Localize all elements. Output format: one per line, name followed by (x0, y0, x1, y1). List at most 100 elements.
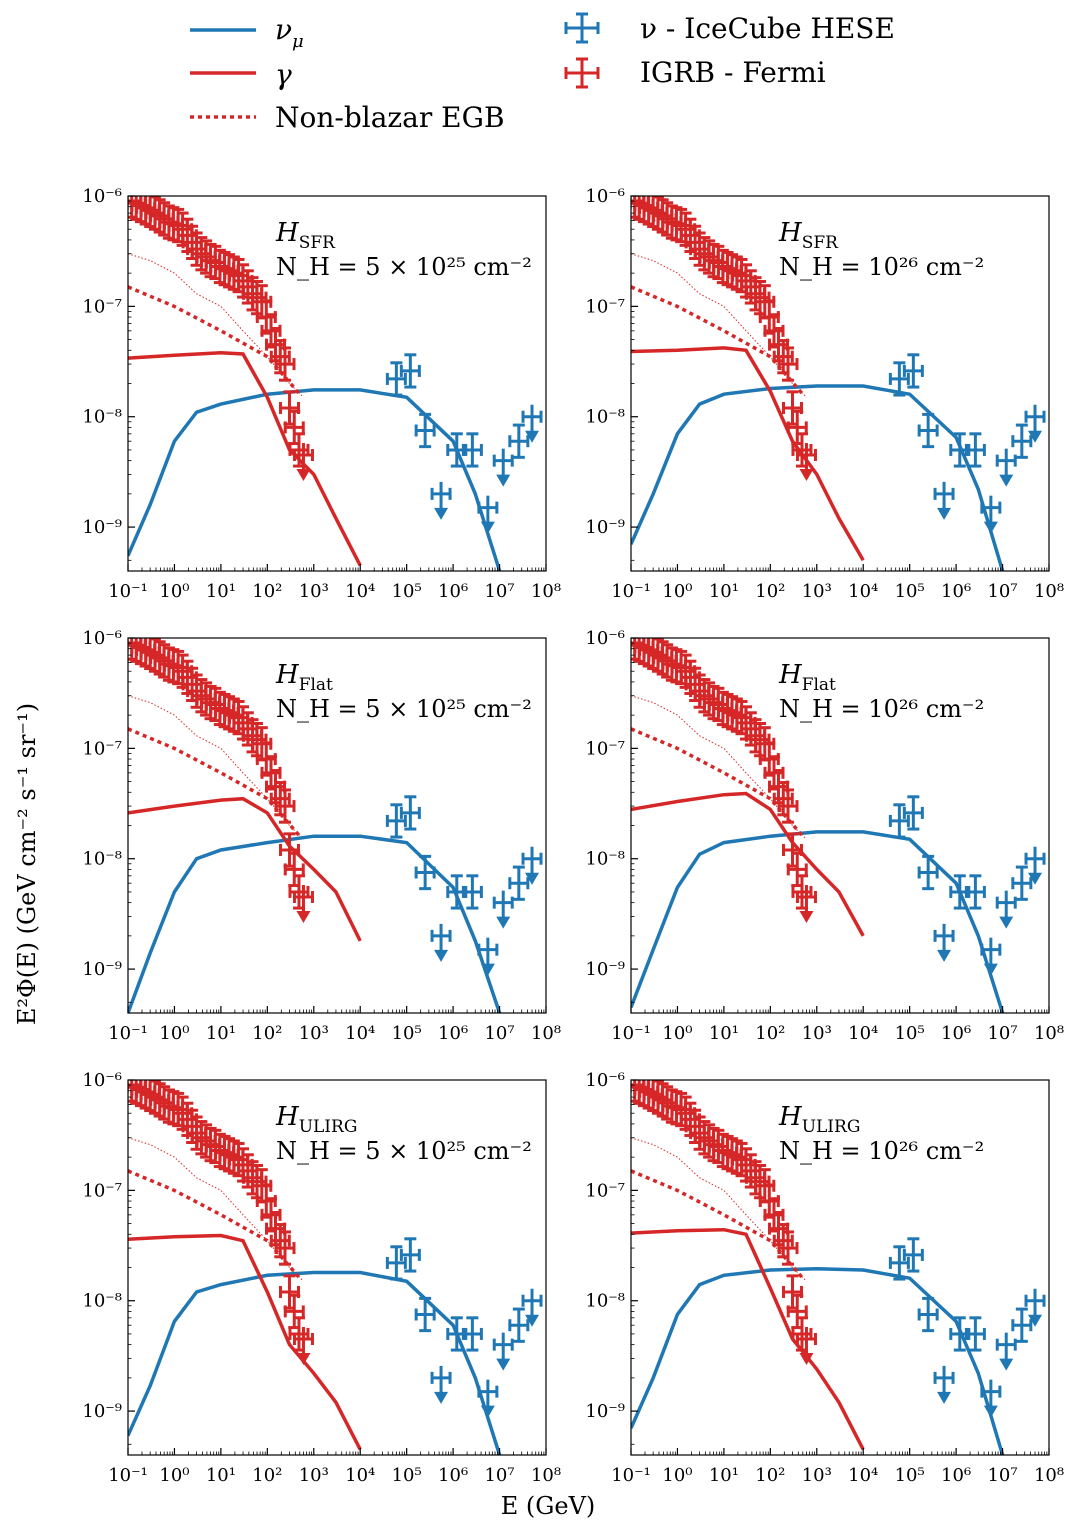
plot-area (631, 638, 1046, 1013)
hese-point (917, 854, 939, 891)
hese-point (385, 1245, 407, 1281)
y-tick-label: 10⁻⁷ (585, 296, 625, 317)
igrb-point (777, 346, 799, 382)
gamma-line (128, 1233, 362, 1451)
hese-point (902, 1237, 924, 1273)
y-tick-label: 10⁻⁹ (82, 517, 122, 538)
igrb-point (269, 1223, 291, 1259)
panel-model-label: HFlat (275, 660, 333, 695)
legend-marker-igrb (564, 57, 600, 89)
hese-point (492, 890, 514, 929)
hese-point (1011, 865, 1033, 901)
y-axis-label: E²Φ(E) (GeV cm⁻² s⁻¹ sr⁻¹) (13, 703, 41, 1025)
hese-point (888, 1245, 910, 1281)
x-tick-label: 10⁻¹ (108, 1023, 148, 1044)
igrb-point (283, 1293, 305, 1330)
x-tick-label: 10⁴ (848, 1023, 878, 1044)
y-tick-label: 10⁻⁶ (82, 1070, 122, 1091)
hese-point (1024, 404, 1046, 443)
chart-panel-1: 10⁻¹ 10⁰ 10¹ 10² 10³ 10⁴ 10⁵ 10⁶ 10⁷ 10⁸ 10⁻⁹ 10⁻⁸ 1… (82, 186, 561, 602)
hese-point (933, 481, 955, 520)
x-tick-label: 10⁷ (484, 1465, 514, 1486)
legend-marker-hese (564, 12, 600, 44)
igrb-point (758, 299, 780, 335)
y-tick-label: 10⁻⁸ (82, 849, 122, 870)
igrb-point (786, 851, 808, 888)
igrb-point (795, 1326, 817, 1365)
igrb-point (791, 874, 813, 910)
igrb-point (260, 1197, 282, 1233)
x-tick-label: 10³ (299, 1465, 329, 1486)
hese-point (521, 1288, 543, 1327)
panels: 10⁻¹ 10⁰ 10¹ 10² 10³ 10⁴ 10⁵ 10⁶ 10⁷ 10⁸ 10⁻⁹ 10⁻⁸ 1… (82, 186, 1064, 1486)
panel-model-label: HSFR (778, 218, 839, 253)
hese-point (461, 1316, 483, 1352)
plot-area (128, 1080, 543, 1455)
hese-point (917, 1296, 939, 1333)
panel-nh-label: N_H = 5 × 10²⁵ cm⁻² (276, 253, 532, 281)
hese-point (508, 423, 530, 459)
x-tick-label: 10⁻¹ (108, 581, 148, 602)
hese-point (949, 874, 971, 910)
igrb-point (763, 313, 785, 349)
gamma-line (631, 1227, 865, 1451)
igrb-point (278, 390, 300, 426)
panel-model-label: HULIRG (275, 1102, 357, 1137)
legend-label-egb: Non-blazar EGB (275, 101, 505, 134)
hese-point (995, 1332, 1017, 1371)
hese-point (461, 874, 483, 910)
legend: νμ γ Non-blazar EGB ν - IceCube HESE IGR… (190, 12, 895, 134)
hese-point (995, 890, 1017, 929)
x-tick-label: 10⁰ (662, 1465, 692, 1486)
hese-point (995, 448, 1017, 487)
x-tick-label: 10⁴ (848, 1465, 878, 1486)
x-axis-label: E (GeV) (501, 1492, 596, 1520)
legend-label-igrb: IGRB - Fermi (640, 56, 826, 89)
x-tick-label: 10⁻¹ (611, 1023, 651, 1044)
x-tick-label: 10⁶ (941, 581, 971, 602)
nu-mu-line (631, 1266, 1005, 1455)
plot-area (128, 638, 543, 1013)
igrb-point (292, 884, 314, 923)
x-tick-label: 10³ (802, 1465, 832, 1486)
igrb-point (795, 884, 817, 923)
x-tick-label: 10⁷ (987, 1023, 1017, 1044)
hese-point (949, 432, 971, 468)
legend-label-gamma: γ (275, 58, 292, 91)
x-tick-label: 10⁴ (345, 1023, 375, 1044)
hese-point (980, 937, 1002, 976)
igrb-point (288, 432, 310, 468)
y-tick-label: 10⁻⁹ (82, 959, 122, 980)
x-tick-label: 10⁴ (345, 581, 375, 602)
x-tick-label: 10⁸ (1034, 581, 1064, 602)
x-tick-label: 10⁸ (531, 581, 561, 602)
y-tick-label: 10⁻⁷ (82, 296, 122, 317)
x-tick-label: 10⁵ (392, 1023, 422, 1044)
hese-point (385, 803, 407, 839)
plot-area (631, 196, 1046, 571)
y-tick-label: 10⁻⁸ (585, 407, 625, 428)
hese-point (933, 923, 955, 962)
hese-point (399, 1237, 421, 1273)
hese-point (430, 1365, 452, 1404)
panel-model-label: HFlat (778, 660, 836, 695)
hese-point (917, 412, 939, 449)
x-tick-label: 10⁵ (895, 1465, 925, 1486)
hese-point (461, 432, 483, 468)
igrb-point (781, 832, 803, 868)
x-tick-label: 10⁰ (159, 1465, 189, 1486)
x-tick-label: 10⁻¹ (611, 581, 651, 602)
x-tick-label: 10¹ (709, 1023, 739, 1044)
igrb-point (260, 313, 282, 349)
egb-line (128, 727, 302, 838)
y-tick-label: 10⁻⁶ (82, 628, 122, 649)
gamma-line (631, 791, 865, 937)
x-tick-label: 10⁶ (438, 1023, 468, 1044)
hese-point (446, 1316, 468, 1352)
x-tick-label: 10³ (299, 1023, 329, 1044)
igrb-point (274, 346, 296, 382)
hese-point (980, 495, 1002, 534)
hese-point (414, 412, 436, 449)
nu-mu-line (128, 388, 502, 571)
hese-point (1024, 846, 1046, 885)
